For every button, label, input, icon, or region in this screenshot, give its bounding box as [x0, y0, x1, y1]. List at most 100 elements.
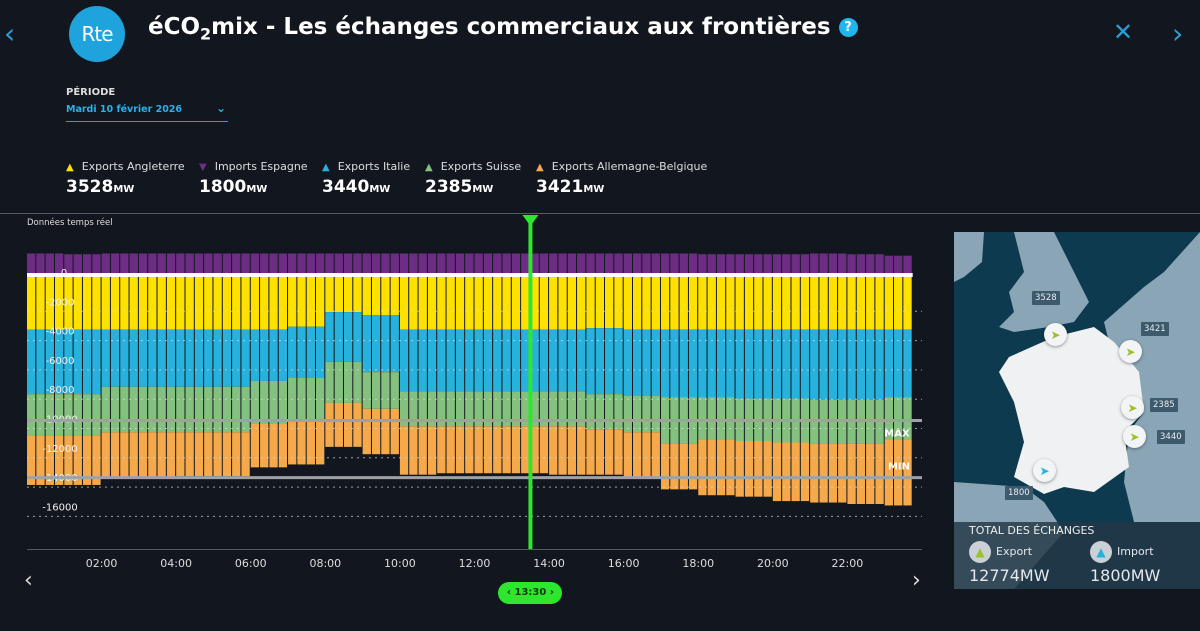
bar-export-italie — [679, 329, 688, 398]
bar-export-suisse — [110, 386, 120, 433]
bar-export-angleterre — [735, 274, 744, 330]
bar-export-allemagne-belgique — [241, 432, 250, 477]
legend-value-number: 3440 — [322, 177, 370, 197]
legend-item[interactable]: ▲ Exports Suisse 2385MW — [425, 160, 521, 197]
marker-italie-export-arrow-icon[interactable]: ➤ — [1123, 425, 1146, 448]
legend-item[interactable]: ▲ Exports Allemagne-Belgique 3421MW — [536, 160, 707, 197]
bar-export-angleterre — [381, 274, 390, 316]
bar-export-angleterre — [632, 274, 642, 330]
y-tick-label: -8000 — [45, 385, 74, 396]
time-cursor-handle[interactable]: ‹ 13:30 › — [498, 582, 563, 604]
previous-page-button[interactable]: ‹ — [4, 17, 16, 50]
legend-item[interactable]: ▼ Imports Espagne 1800MW — [199, 160, 308, 197]
bar-export-italie — [903, 329, 912, 398]
bar-export-allemagne-belgique — [595, 429, 605, 475]
cursor-time: 13:30 — [514, 587, 547, 598]
bar-export-allemagne-belgique — [45, 435, 54, 485]
bar-import-espagne — [744, 254, 754, 274]
bar-export-italie — [101, 329, 110, 387]
bar-export-allemagne-belgique — [623, 432, 632, 478]
bar-export-allemagne-belgique — [110, 432, 120, 478]
bar-import-espagne — [288, 253, 297, 274]
bar-export-allemagne-belgique — [530, 426, 539, 474]
bar-export-suisse — [213, 386, 222, 433]
bar-export-italie — [92, 329, 101, 395]
bar-export-allemagne-belgique — [679, 443, 688, 490]
legend-item[interactable]: ▲ Exports Italie 3440MW — [322, 160, 410, 197]
bar-export-angleterre — [306, 274, 316, 327]
bar-export-italie — [754, 329, 763, 399]
bar-export-suisse — [176, 386, 185, 433]
legend-label-text: Exports Angleterre — [81, 160, 185, 173]
cursor-prev-icon[interactable]: ‹ — [506, 587, 512, 598]
marker-espagne-import-arrow-icon[interactable]: ➤ — [1033, 459, 1056, 482]
bar-export-suisse — [502, 391, 511, 427]
bar-import-espagne — [45, 253, 54, 274]
bar-import-espagne — [726, 254, 735, 274]
bar-import-espagne — [241, 253, 250, 274]
bar-export-italie — [343, 312, 353, 362]
bar-export-angleterre — [605, 274, 614, 329]
bar-export-allemagne-belgique — [772, 442, 782, 502]
bar-export-allemagne-belgique — [166, 432, 176, 478]
marker-angleterre-export-arrow-icon[interactable]: ➤ — [1044, 323, 1067, 346]
bar-export-italie — [763, 329, 772, 399]
totals-title: TOTAL DES ÉCHANGES — [969, 524, 1095, 537]
bar-import-espagne — [260, 253, 269, 274]
bar-import-espagne — [232, 253, 241, 274]
bar-import-espagne — [651, 253, 660, 274]
bar-import-espagne — [763, 254, 772, 274]
marker-suisse-export-arrow-icon[interactable]: ➤ — [1121, 396, 1144, 419]
bar-export-suisse — [250, 380, 260, 424]
bar-export-allemagne-belgique — [660, 443, 670, 490]
close-icon[interactable]: ✕ — [1113, 18, 1134, 46]
legend-item[interactable]: ▲ Exports Angleterre 3528MW — [66, 160, 185, 197]
periode-value: Mardi 10 février 2026 — [66, 104, 183, 115]
periode-date-select[interactable]: Mardi 10 février 2026 ⌄ — [66, 101, 228, 122]
bar-export-suisse — [73, 394, 82, 436]
bar-export-allemagne-belgique — [502, 426, 511, 474]
bar-export-allemagne-belgique — [716, 439, 726, 496]
bar-export-italie — [819, 329, 828, 400]
bar-export-italie — [549, 329, 558, 392]
bar-export-allemagne-belgique — [194, 432, 204, 477]
bar-export-angleterre — [716, 274, 726, 330]
bar-export-angleterre — [250, 274, 260, 330]
bar-export-italie — [176, 329, 185, 387]
bar-export-italie — [688, 329, 698, 398]
bar-export-allemagne-belgique — [316, 419, 325, 465]
bar-export-angleterre — [493, 274, 502, 330]
x-tick-label: 14:00 — [533, 557, 565, 570]
bar-import-espagne — [129, 253, 138, 274]
next-page-button[interactable]: › — [1172, 17, 1184, 50]
bar-export-angleterre — [679, 274, 688, 330]
bar-export-italie — [623, 329, 632, 396]
y-tick-label: -2000 — [45, 297, 74, 308]
bar-export-italie — [250, 329, 260, 381]
bar-export-angleterre — [894, 274, 903, 330]
map-label-angleterre: 3528 — [1032, 291, 1060, 305]
bar-export-angleterre — [260, 274, 269, 330]
bar-export-suisse — [232, 386, 241, 433]
cursor-next-icon[interactable]: › — [549, 587, 554, 598]
bar-export-allemagne-belgique — [269, 423, 278, 468]
chart-next-day-button[interactable]: › — [912, 568, 921, 593]
bar-import-espagne — [800, 254, 810, 274]
bar-export-allemagne-belgique — [493, 426, 502, 474]
import-label: Import — [1117, 545, 1154, 558]
help-icon[interactable]: ? — [838, 18, 858, 37]
marker-allemagne-belgique-export-arrow-icon[interactable]: ➤ — [1119, 340, 1142, 363]
bar-import-espagne — [605, 253, 614, 274]
bar-export-italie — [632, 329, 642, 396]
bar-export-angleterre — [688, 274, 698, 330]
bar-export-suisse — [632, 395, 642, 433]
bar-export-angleterre — [586, 274, 595, 329]
bar-import-espagne — [698, 254, 707, 274]
chart-prev-day-button[interactable]: ‹ — [24, 568, 33, 593]
bar-export-allemagne-belgique — [92, 435, 101, 485]
bar-import-espagne — [455, 253, 465, 274]
bar-export-allemagne-belgique — [82, 435, 92, 485]
bar-export-angleterre — [325, 274, 334, 313]
bar-import-espagne — [157, 253, 166, 274]
bar-export-allemagne-belgique — [427, 426, 437, 475]
